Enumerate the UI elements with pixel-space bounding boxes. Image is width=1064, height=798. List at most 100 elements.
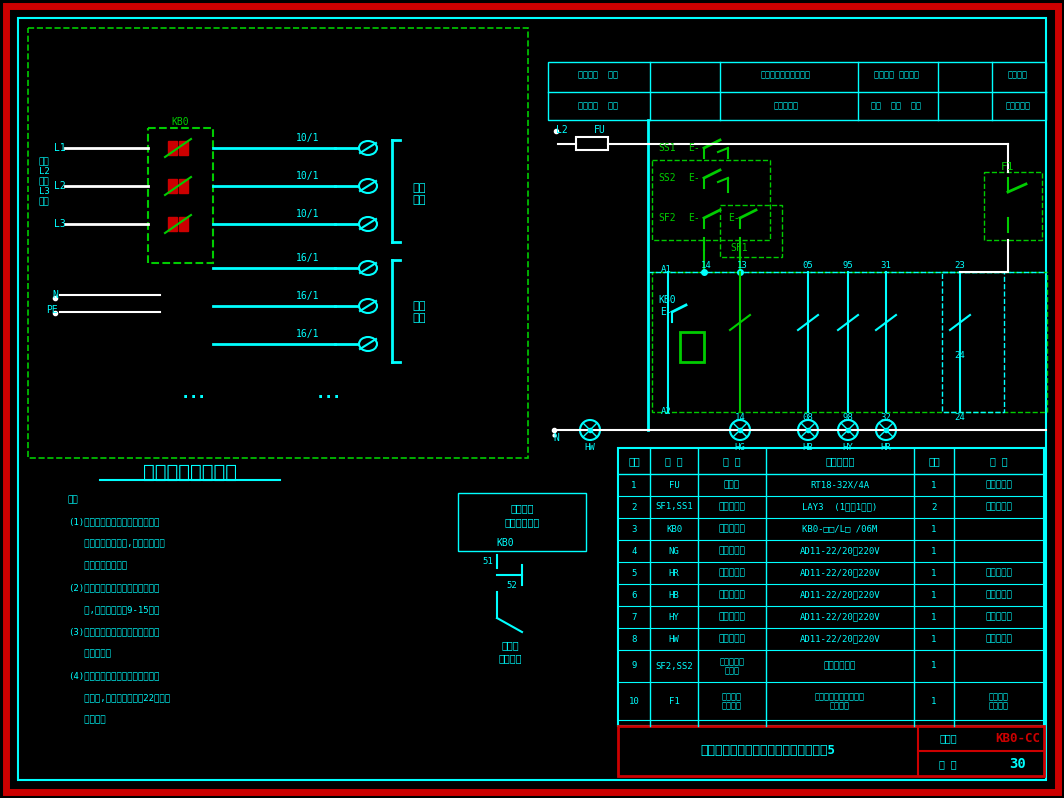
Text: L2: L2 [38,168,49,176]
Text: 照明: 照明 [38,157,49,167]
Text: 二次电源  电源: 二次电源 电源 [578,70,618,80]
Text: KB0: KB0 [658,295,676,305]
Text: 32: 32 [881,413,892,422]
Text: KB0-□□/L□ /06M: KB0-□□/L□ /06M [802,524,878,534]
Text: SS1: SS1 [658,143,676,153]
Text: 1: 1 [631,480,636,489]
Text: 型号及规格: 型号及规格 [826,456,854,466]
Bar [28,28,528,458]
Text: 1: 1 [931,662,936,670]
Text: E-: E- [688,143,700,153]
Text: 按需要增减: 按需要增减 [985,568,1013,578]
Text: 图集号: 图集号 [940,733,957,743]
Text: 序号: 序号 [628,456,639,466]
Text: 蓝色信号灯: 蓝色信号灯 [718,591,746,599]
Text: N: N [52,290,57,300]
Text: HR: HR [668,568,680,578]
Text: 分励脱扣器: 分励脱扣器 [1005,101,1031,110]
Bar [942,272,1004,412]
Text: HG: HG [734,444,746,452]
Text: 52: 52 [506,582,517,591]
Text: F1: F1 [1001,162,1015,172]
Text: (4)当照明回路不需要消防联动切断: (4)当照明回路不需要消防联动切断 [68,671,160,681]
Text: 红绿色各一: 红绿色各一 [985,503,1013,512]
Text: 励脱扣切断电源。: 励脱扣切断电源。 [68,562,127,571]
Text: 遥、断按钮: 遥、断按钮 [718,503,746,512]
Text: HR: HR [881,444,892,452]
Text: 消防联动: 消防联动 [1008,70,1028,80]
Text: L2: L2 [54,181,66,191]
Text: KB0: KB0 [171,117,188,127]
Text: 16/1: 16/1 [296,253,320,263]
Text: ·: · [330,388,343,408]
Text: 绿色信号灯: 绿色信号灯 [718,547,746,555]
Text: 电源: 电源 [38,177,49,187]
Bar [984,172,1042,240]
Text: KB0: KB0 [496,538,514,548]
Text: FU: FU [668,480,680,489]
Text: 接点容量应满足分励脱: 接点容量应满足分励脱 [815,692,865,701]
Text: 黄色信号灯: 黄色信号灯 [718,613,746,622]
Text: (2)控制保护器的选型由工程设计决: (2)控制保护器的选型由工程设计决 [68,583,160,592]
Bar [168,217,177,231]
Text: 白色信号灯: 白色信号灯 [718,634,746,643]
Text: 1: 1 [931,480,936,489]
Text: 接自消防: 接自消防 [990,692,1009,701]
Bar [618,448,1044,726]
Text: 5: 5 [631,568,636,578]
Text: PE: PE [46,305,57,315]
Text: 照明配电箱系统图: 照明配电箱系统图 [143,463,237,481]
Text: HB: HB [668,591,680,599]
Text: HB: HB [802,444,813,452]
Bar [458,493,586,551]
Text: 13: 13 [736,260,747,270]
Text: 4: 4 [631,547,636,555]
Text: 10/1: 10/1 [296,133,320,143]
Text: 按需要增减: 按需要增减 [985,634,1013,643]
Text: 电源切断信号: 电源切断信号 [504,517,539,527]
Text: 备 注: 备 注 [991,456,1008,466]
Text: 16/1: 16/1 [296,291,320,301]
Text: 熔断器: 熔断器 [724,480,741,489]
Text: 2: 2 [631,503,636,512]
Text: 按需要增减: 按需要增减 [985,613,1013,622]
Text: 14: 14 [700,260,712,270]
Text: AD11-22/20～220V: AD11-22/20～220V [800,591,880,599]
Text: 控制保护器: 控制保护器 [718,524,746,534]
Bar [179,141,188,155]
Text: ·: · [179,388,192,408]
Text: 名 称: 名 称 [724,456,741,466]
Text: 1: 1 [931,613,936,622]
Text: F1: F1 [668,697,680,705]
Text: 电源时,详见本图集中第22页控制: 电源时,详见本图集中第22页控制 [68,693,170,702]
Text: FU: FU [594,125,605,135]
Bar [168,141,177,155]
Text: 10/1: 10/1 [296,171,320,181]
Text: 消防联动: 消防联动 [511,503,534,513]
Text: 3: 3 [631,524,636,534]
Text: LAY3  (1常开1常闭): LAY3 (1常开1常闭) [802,503,878,512]
Text: 24: 24 [954,413,965,422]
Text: HY: HY [843,444,853,452]
Text: 照明配电箱电源接通与切断控制电路图5: 照明配电箱电源接通与切断控制电路图5 [700,745,835,757]
Text: L3: L3 [54,219,66,229]
Text: 电源保护  信号: 电源保护 信号 [578,101,618,110]
Text: 1: 1 [931,697,936,705]
Text: 红色信号灯: 红色信号灯 [718,568,746,578]
Text: A1: A1 [661,266,671,275]
Text: 1: 1 [931,568,936,578]
Text: ·: · [313,388,327,408]
Bar [179,179,188,193]
Text: 98: 98 [843,413,853,422]
Text: HY: HY [668,613,680,622]
Text: HW: HW [668,634,680,643]
Text: 7: 7 [631,613,636,622]
Text: 24: 24 [954,351,965,361]
Text: L1: L1 [54,143,66,153]
Text: 按钮组: 按钮组 [725,666,739,675]
Text: 页 号: 页 号 [940,759,957,769]
Text: SF1,SS1: SF1,SS1 [655,503,693,512]
Text: (3)外引遥断按钮组可在箱面上或墙: (3)外引遥断按钮组可在箱面上或墙 [68,627,160,637]
Text: N: N [553,433,559,443]
Text: 进线: 进线 [38,197,49,207]
